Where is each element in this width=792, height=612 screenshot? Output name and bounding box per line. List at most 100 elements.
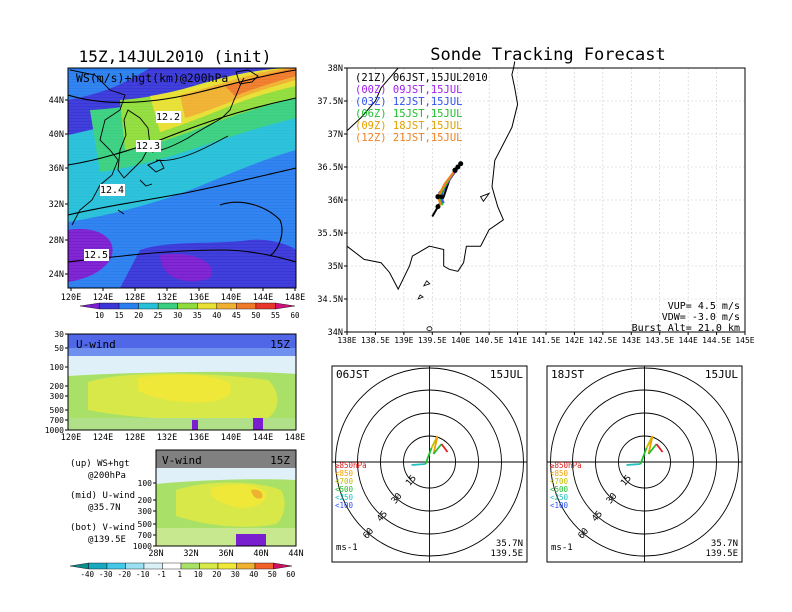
lon-tick-label: 128E xyxy=(125,293,145,303)
wind-colorbar-label: 50 xyxy=(268,570,278,579)
map-lon-label: 138.5E xyxy=(361,336,390,345)
coastline xyxy=(139,179,153,187)
hodograph-level-label: <850 xyxy=(550,469,569,478)
hodograph-time: 06JST xyxy=(336,368,369,381)
map-lon-label: 143E xyxy=(622,336,641,345)
ws-band xyxy=(160,253,212,282)
map-lon-label: 143.5E xyxy=(645,336,674,345)
wind-colorbar-swatch xyxy=(88,562,108,570)
vdw-value: VDW= -3.0 m/s xyxy=(662,312,740,323)
lat-tick-label: 44N xyxy=(49,96,64,106)
vwind-frame xyxy=(155,449,297,547)
vwind-lat-label: 40N xyxy=(253,549,268,559)
wind-colorbar-label: -20 xyxy=(117,570,131,579)
hgt-label: 12.2 xyxy=(156,112,180,123)
izu-island xyxy=(422,280,431,287)
ws-colorbar-label: 10 xyxy=(95,311,105,320)
panel-legend-line: @35.7N xyxy=(88,503,121,513)
vup-value: VUP= 4.5 m/s xyxy=(668,301,740,312)
wind-colorbar-label: 1 xyxy=(177,570,182,579)
vwind-label: V-wind xyxy=(162,454,202,467)
vwind-band xyxy=(251,489,263,499)
uwind-upper xyxy=(68,334,296,352)
coastline xyxy=(117,209,125,215)
hgt-label: 12.5 xyxy=(84,250,108,261)
trajectory-legend-entry: (21Z) 06JST,15JUL2010 xyxy=(355,72,488,84)
trajectory-legend-entry: (12Z) 21JST,15JUL xyxy=(355,132,462,144)
hodograph-lat: 35.7N xyxy=(711,539,738,549)
wind-colorbar-label: -10 xyxy=(136,570,150,579)
hgt-label: 12.3 xyxy=(136,141,160,152)
wind-colorbar-swatch xyxy=(125,562,145,570)
vwind-pressure-label: 300 xyxy=(138,507,153,516)
uwind-lon-label: 120E xyxy=(61,433,81,443)
uwind-lon-label: 148E xyxy=(285,433,305,443)
pressure-tick-label: 500 xyxy=(50,406,65,415)
panel-legend-line: (up) WS+hgt xyxy=(70,459,130,469)
hodograph-date: 15JUL xyxy=(490,368,523,381)
wind-colorbar-label: -30 xyxy=(99,570,113,579)
lon-tick-label: 132E xyxy=(157,293,177,303)
map-lat-label: 38N xyxy=(328,64,343,74)
coastline xyxy=(147,159,165,173)
lat-tick-label: 40N xyxy=(49,130,64,140)
hodograph-level-label: <500 xyxy=(335,485,354,494)
panel-legend-line: (bot) V-wind xyxy=(70,523,135,533)
ws-colorbar-swatch xyxy=(216,302,237,310)
ws-colorbar-label: 30 xyxy=(173,311,183,320)
pressure-tick-label: 200 xyxy=(50,382,65,391)
vwind-terrain xyxy=(236,534,266,546)
wind-colorbar-label: 30 xyxy=(231,570,241,579)
ws-colorbar-label: 35 xyxy=(193,311,202,320)
vwind-pressure-label: 700 xyxy=(138,531,153,540)
lon-tick-label: 148E xyxy=(285,293,305,303)
vwind-upper xyxy=(156,450,296,468)
ws-colorbar-swatch xyxy=(177,302,198,310)
hodograph-level-label: <500 xyxy=(550,485,569,494)
hodograph-trace xyxy=(432,443,443,455)
vwind-lat-label: 44N xyxy=(288,549,303,559)
hodograph-trace xyxy=(411,463,426,466)
map-lon-label: 144.5E xyxy=(702,336,731,345)
wind-colorbar-swatch xyxy=(236,562,256,570)
hodograph-level-label: <100 xyxy=(550,501,569,510)
panel-legend-line: @139.5E xyxy=(88,535,126,545)
map-lon-label: 138E xyxy=(337,336,356,345)
vwind-lat-label: 36N xyxy=(218,549,233,559)
lon-tick-label: 136E xyxy=(189,293,209,303)
hodograph-trace xyxy=(647,435,654,455)
uwind-lon-label: 140E xyxy=(221,433,241,443)
wind-colorbar-swatch xyxy=(162,562,182,570)
hodograph-level-label: <250 xyxy=(335,493,354,502)
trajectory-legend-entry: (06Z) 15JST,15JUL xyxy=(355,108,462,120)
ws-colorbar-swatch xyxy=(236,302,257,310)
vwind-band xyxy=(156,468,296,484)
pressure-tick-label: 1000 xyxy=(45,426,64,435)
ws-colorbar-swatch xyxy=(275,302,296,310)
wind-colorbar-label: 60 xyxy=(286,570,296,579)
hgt-label: 12.4 xyxy=(100,185,124,196)
vwind-pressure-label: 500 xyxy=(138,520,153,529)
wind-colorbar-label: -40 xyxy=(80,570,94,579)
hodograph-level-label: <700 xyxy=(335,477,354,486)
launch-point xyxy=(458,161,464,167)
hodograph-level-label: <100 xyxy=(335,501,354,510)
pressure-tick-label: 300 xyxy=(50,392,65,401)
ws-colorbar-label: 20 xyxy=(134,311,144,320)
trajectory-legend-entry: (03Z) 12JST,15JUL xyxy=(355,96,462,108)
map-lat-label: 35.5N xyxy=(317,229,343,239)
lon-tick-label: 140E xyxy=(221,293,241,303)
map-lat-label: 34N xyxy=(328,328,343,338)
wind-colorbar-label: 20 xyxy=(212,570,222,579)
ws-band xyxy=(225,68,296,96)
hgt-label-bg xyxy=(156,111,181,123)
ws-colorbar-swatch xyxy=(138,302,159,310)
hodograph-level-label: <250 xyxy=(550,493,569,502)
izu-island xyxy=(417,294,424,300)
coastline xyxy=(151,77,245,153)
ws-colorbar-label: 55 xyxy=(271,311,280,320)
vwind-lat-label: 32N xyxy=(183,549,198,559)
launch-point xyxy=(455,164,461,170)
